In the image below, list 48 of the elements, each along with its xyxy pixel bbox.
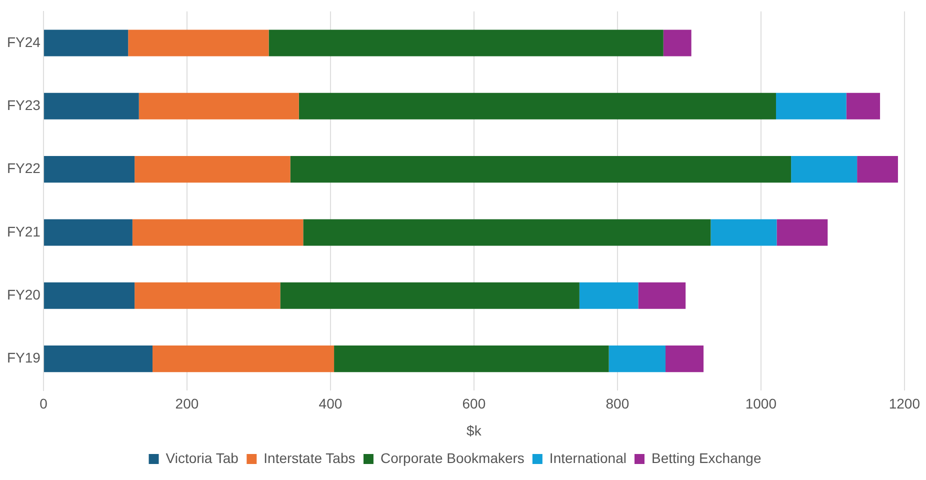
legend-label: Betting Exchange	[651, 450, 762, 466]
bar	[268, 30, 664, 56]
y-tick-label: FY21	[6, 223, 41, 240]
bar	[134, 156, 290, 183]
bar	[776, 219, 828, 246]
bar	[132, 219, 304, 246]
bar	[44, 282, 135, 309]
x-tick-label: 1000	[745, 396, 777, 412]
bar	[663, 30, 692, 56]
bar	[776, 92, 846, 120]
bar	[846, 92, 880, 120]
bar	[298, 92, 776, 120]
x-tick-label: 800	[606, 396, 630, 412]
y-tick-label: FY22	[6, 160, 41, 176]
bar	[710, 219, 777, 246]
bar	[138, 92, 299, 120]
bar	[579, 282, 638, 309]
bar	[134, 282, 280, 309]
legend-label: Corporate Bookmakers	[380, 450, 524, 466]
legend-label: International	[549, 450, 626, 466]
x-tick-label: 0	[40, 396, 48, 412]
legend-label: Interstate Tabs	[264, 450, 356, 466]
bar	[791, 156, 858, 183]
bar	[857, 156, 898, 183]
bar	[334, 346, 609, 372]
bar	[666, 346, 704, 372]
legend-label: Victoria Tab	[166, 450, 239, 466]
bar	[44, 156, 135, 183]
bar	[280, 282, 580, 309]
x-tick-label: 200	[175, 396, 199, 412]
bar	[44, 219, 132, 246]
x-axis-title: $k	[466, 422, 482, 438]
bar	[44, 30, 128, 56]
y-tick-label: FY20	[6, 286, 41, 303]
x-tick-label: 600	[462, 396, 486, 412]
bar	[44, 346, 153, 372]
bar	[638, 282, 686, 309]
bar	[152, 346, 334, 372]
y-tick-label: FY19	[6, 350, 41, 366]
bar	[128, 30, 269, 56]
x-tick-label: 1200	[888, 396, 920, 412]
x-tick-label: 400	[318, 396, 342, 412]
bar	[608, 346, 666, 372]
bar	[290, 156, 792, 183]
bar	[303, 219, 711, 246]
y-tick-label: FY23	[6, 97, 41, 114]
bar	[44, 92, 139, 120]
y-tick-label: FY24	[6, 34, 41, 50]
